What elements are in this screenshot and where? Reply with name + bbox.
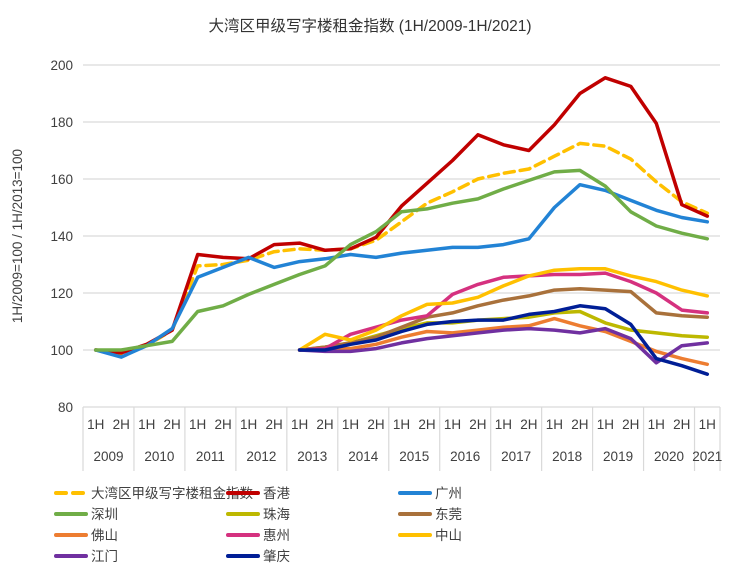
series-group xyxy=(93,76,710,376)
series-line-guangzhou xyxy=(93,182,710,359)
series-line-zhongshan xyxy=(297,267,710,352)
x-tick-year-label: 2010 xyxy=(144,449,174,464)
x-tick-half-label: 2H xyxy=(113,417,130,432)
x-tick-half-label: 2H xyxy=(520,417,537,432)
series-line-shenzhen xyxy=(93,168,710,352)
x-tick-year-label: 2019 xyxy=(603,449,633,464)
x-tick-half-label: 1H xyxy=(699,417,716,432)
x-tick-year-label: 2013 xyxy=(297,449,327,464)
y-tick-label: 160 xyxy=(50,172,73,187)
series-line-zhaoqing xyxy=(297,304,710,376)
legend-item-dongguan: 东莞 xyxy=(398,507,462,522)
y-tick-label: 80 xyxy=(58,400,73,415)
x-tick-half-label: 1H xyxy=(342,417,359,432)
legend-label-foshan: 佛山 xyxy=(91,528,118,543)
x-tick-half-label: 1H xyxy=(546,417,563,432)
x-tick-half-label: 2H xyxy=(316,417,333,432)
series-line-jiangmen xyxy=(297,326,710,365)
x-tick-year-label: 2016 xyxy=(450,449,480,464)
legend-item-gba: 大湾区甲级写字楼租金指数 xyxy=(54,485,253,501)
x-tick-year-label: 2020 xyxy=(654,449,684,464)
chart-title: 大湾区甲级写字楼租金指数 (1H/2009-1H/2021) xyxy=(209,17,532,35)
axis-labels-group: 200 180 160 140 120 100 80 1H 2H 1H 2H 1H 2H 1H 2H 1H 2H… xyxy=(50,58,722,464)
x-tick-year-label: 2017 xyxy=(501,449,531,464)
legend-item-zhongshan: 中山 xyxy=(398,528,462,543)
x-tick-half-label: 1H xyxy=(393,417,410,432)
x-tick-half-label: 2H xyxy=(469,417,486,432)
x-tick-half-label: 2H xyxy=(622,417,639,432)
legend-item-zhaoqing: 肇庆 xyxy=(226,549,290,564)
legend-item-foshan: 佛山 xyxy=(54,528,118,543)
x-tick-year-label: 2009 xyxy=(93,449,123,464)
x-tick-half-label: 2H xyxy=(571,417,588,432)
x-tick-half-label: 1H xyxy=(189,417,206,432)
x-tick-half-label: 1H xyxy=(291,417,308,432)
x-tick-half-label: 1H xyxy=(138,417,155,432)
legend-item-hongkong: 香港 xyxy=(226,486,290,501)
legend-label-hongkong: 香港 xyxy=(263,486,290,501)
y-tick-label: 120 xyxy=(50,286,73,301)
y-tick-label: 100 xyxy=(50,343,73,358)
legend-label-zhaoqing: 肇庆 xyxy=(263,549,290,564)
legend-item-zhuhai: 珠海 xyxy=(226,507,290,522)
legend-label-huizhou: 惠州 xyxy=(263,528,290,543)
series-line-gba xyxy=(93,141,710,357)
x-tick-half-label: 1H xyxy=(597,417,614,432)
x-tick-half-label: 2H xyxy=(215,417,232,432)
legend-label-jiangmen: 江门 xyxy=(91,549,118,564)
x-tick-year-label: 2015 xyxy=(399,449,429,464)
x-tick-year-label: 2011 xyxy=(196,449,225,464)
x-tick-half-label: 2H xyxy=(367,417,384,432)
series-line-hongkong xyxy=(93,76,710,355)
x-tick-half-label: 2H xyxy=(673,417,690,432)
x-tick-half-label: 1H xyxy=(495,417,512,432)
x-tick-half-label: 2H xyxy=(164,417,181,432)
series-line-dongguan xyxy=(297,286,710,352)
y-tick-label: 180 xyxy=(50,115,73,130)
x-tick-half-label: 2H xyxy=(418,417,435,432)
x-tick-half-label: 1H xyxy=(444,417,461,432)
legend-label-dongguan: 东莞 xyxy=(435,507,462,522)
x-tick-half-label: 1H xyxy=(240,417,257,432)
y-tick-label: 140 xyxy=(50,229,73,244)
legend-item-guangzhou: 广州 xyxy=(398,486,462,501)
x-tick-half-label: 2H xyxy=(265,417,282,432)
x-tick-half-label: 1H xyxy=(648,417,665,432)
x-tick-year-label: 2021 xyxy=(692,449,722,464)
x-tick-year-label: 2012 xyxy=(246,449,276,464)
x-tick-half-label: 1H xyxy=(87,417,104,432)
x-tick-year-label: 2018 xyxy=(552,449,582,464)
legend-item-jiangmen: 江门 xyxy=(54,549,118,564)
y-axis-title: 1H/2009=100 / 1H/2013=100 xyxy=(10,149,25,323)
legend-label-shenzhen: 深圳 xyxy=(91,507,118,522)
series-line-huizhou xyxy=(297,271,710,352)
legend-item-huizhou: 惠州 xyxy=(226,528,290,543)
gridlines-group xyxy=(82,64,721,471)
legend-item-shenzhen: 深圳 xyxy=(54,507,118,522)
legend-label-guangzhou: 广州 xyxy=(435,486,462,501)
legend-label-zhuhai: 珠海 xyxy=(263,507,290,522)
legend-label-zhongshan: 中山 xyxy=(435,528,462,543)
y-tick-label: 200 xyxy=(50,58,73,73)
legend-label-gba: 大湾区甲级写字楼租金指数 xyxy=(91,485,253,501)
x-tick-year-label: 2014 xyxy=(348,449,379,464)
